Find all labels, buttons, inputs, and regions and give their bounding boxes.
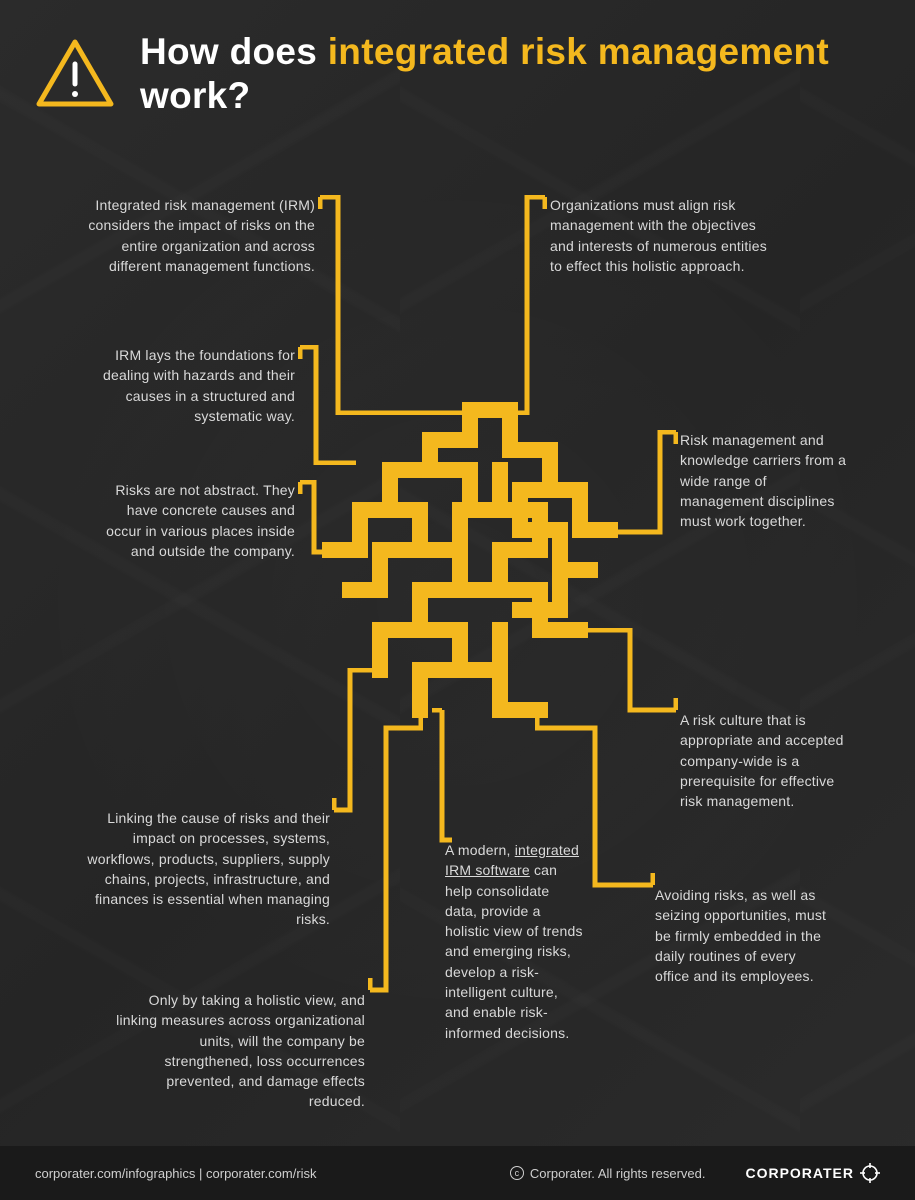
- callout-8: Risk management and knowledge carriers f…: [680, 430, 850, 531]
- copyright-text: Corporater. All rights reserved.: [530, 1166, 706, 1181]
- brand-text: CORPORATER: [745, 1165, 854, 1181]
- callout-6-prefix: A modern,: [445, 842, 515, 858]
- callout-10: Avoiding risks, as well as seizing oppor…: [655, 885, 830, 986]
- footer: corporater.com/infographics | corporater…: [0, 1146, 915, 1200]
- title-prefix: How does: [140, 31, 328, 72]
- title-suffix: work?: [140, 75, 250, 116]
- copyright-icon: c: [510, 1166, 524, 1180]
- maze-brain-icon: [320, 400, 620, 730]
- warning-icon: [35, 38, 115, 110]
- callout-4: Linking the cause of risks and their imp…: [85, 808, 330, 930]
- callout-6-suffix: can help consolidate data, provide a hol…: [445, 862, 583, 1040]
- target-icon: [860, 1163, 880, 1183]
- callout-6: A modern, integrated IRM software can he…: [445, 840, 585, 1043]
- brand-logo: CORPORATER: [745, 1163, 880, 1183]
- callout-3: Risks are not abstract. They have concre…: [105, 480, 295, 561]
- title-accent: integrated risk management: [328, 31, 829, 72]
- page-title: How does integrated risk management work…: [140, 30, 880, 119]
- callout-5: Only by taking a holistic view, and link…: [110, 990, 365, 1112]
- callout-7: Organizations must align risk management…: [550, 195, 770, 276]
- footer-links: corporater.com/infographics | corporater…: [35, 1166, 510, 1181]
- header: How does integrated risk management work…: [35, 30, 880, 119]
- footer-copyright: c Corporater. All rights reserved.: [510, 1166, 706, 1181]
- callout-2: IRM lays the foundations for dealing wit…: [95, 345, 295, 426]
- callout-9: A risk culture that is appropriate and a…: [680, 710, 845, 811]
- callout-1: Integrated risk management (IRM) conside…: [80, 195, 315, 276]
